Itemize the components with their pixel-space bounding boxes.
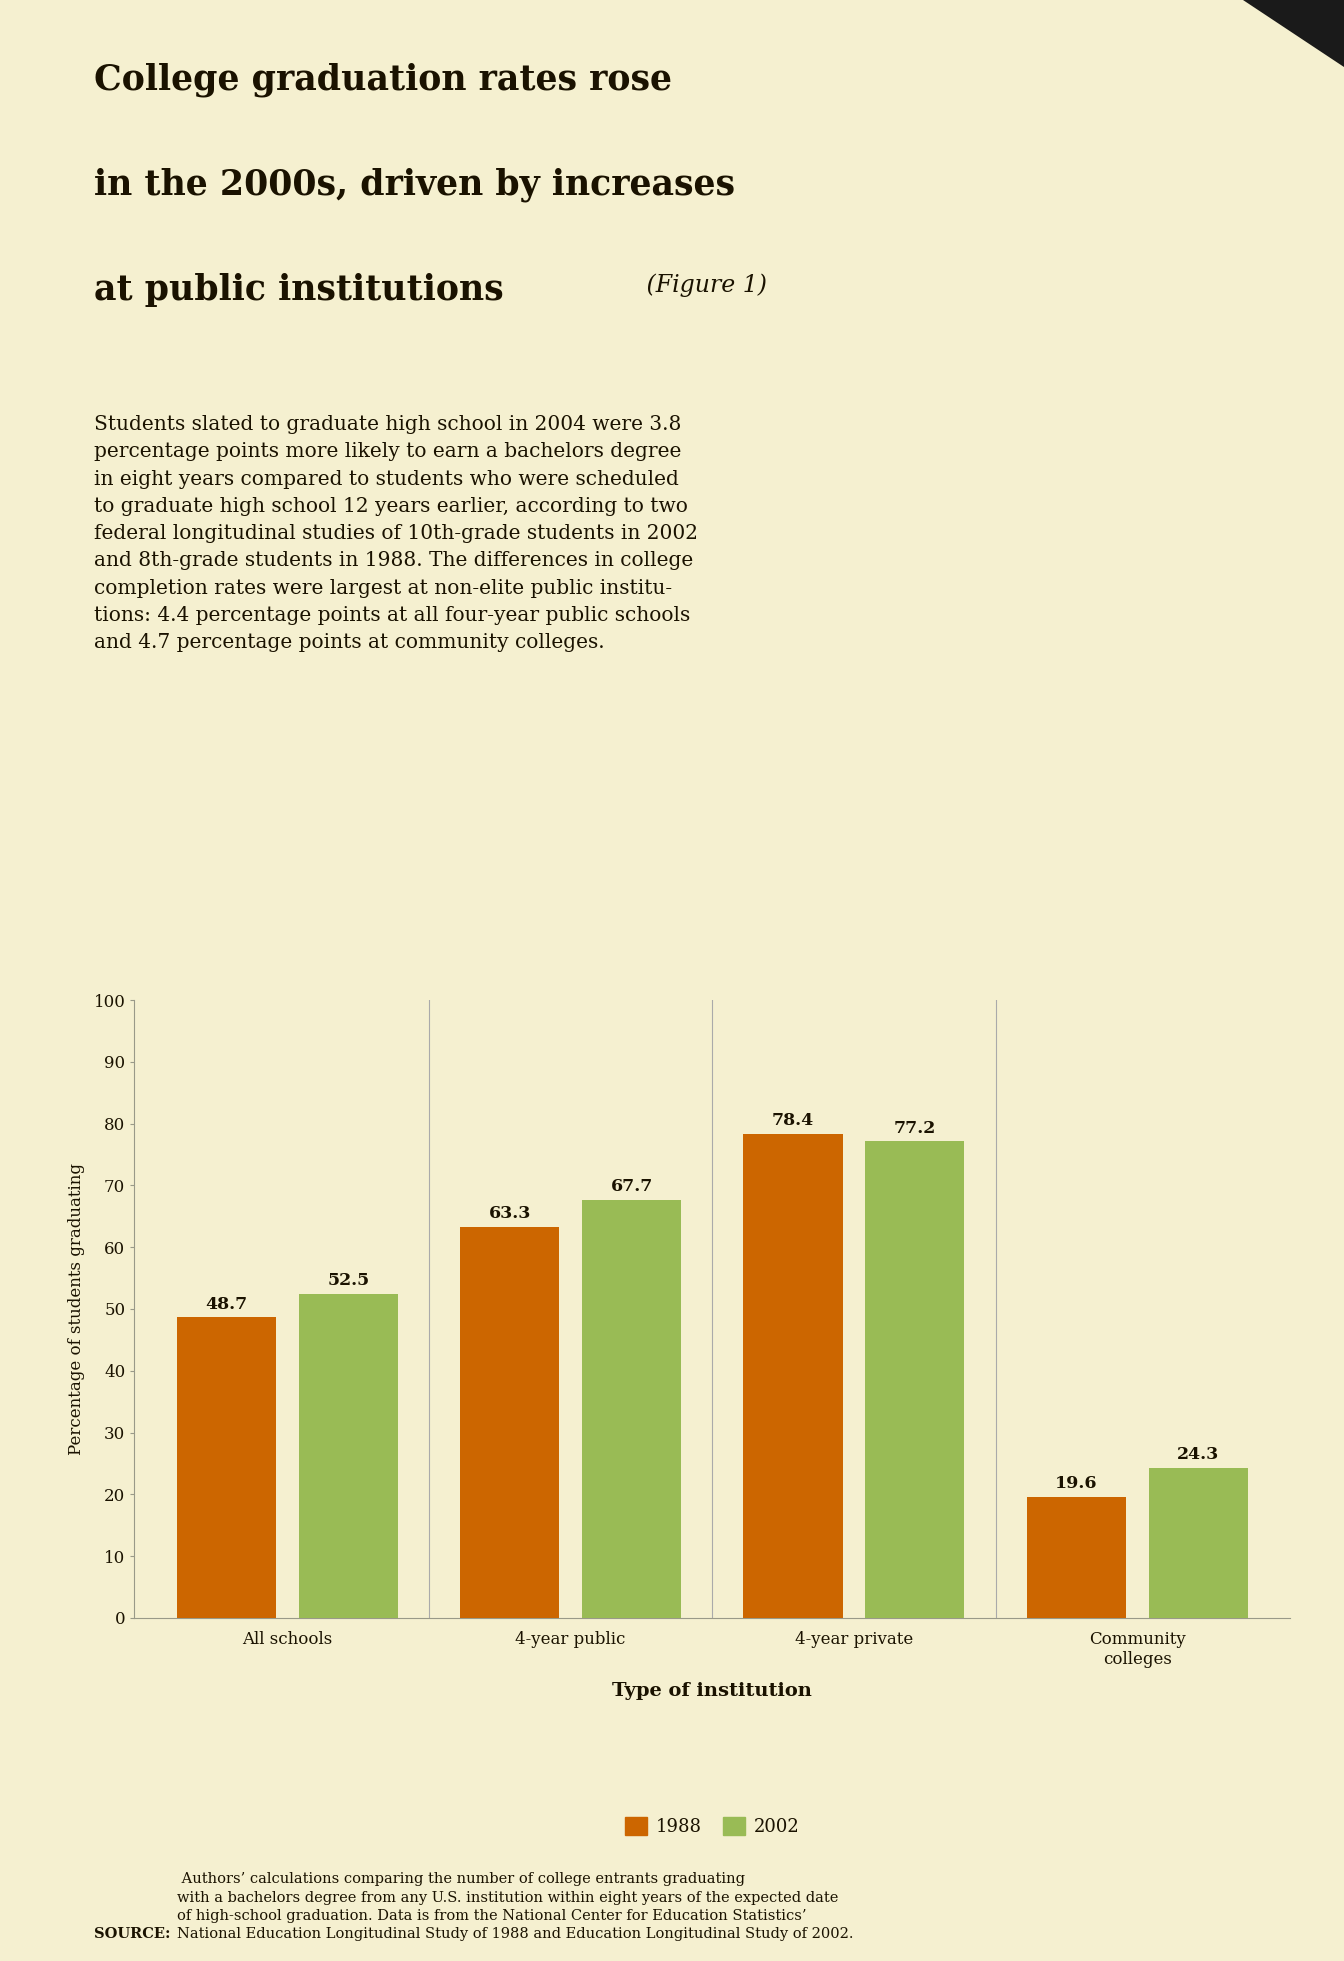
Bar [1149, 1467, 1247, 1618]
Text: at public institutions: at public institutions [94, 273, 504, 308]
Text: 78.4: 78.4 [771, 1112, 814, 1130]
Text: 77.2: 77.2 [894, 1120, 935, 1137]
Bar [743, 1133, 843, 1618]
Text: 19.6: 19.6 [1055, 1475, 1098, 1492]
Bar [866, 1141, 965, 1618]
Text: 67.7: 67.7 [610, 1179, 653, 1196]
Text: College graduation rates rose: College graduation rates rose [94, 63, 672, 96]
Bar [460, 1228, 559, 1618]
Legend: 1988, 2002: 1988, 2002 [618, 1810, 806, 1843]
X-axis label: Type of institution: Type of institution [613, 1681, 812, 1700]
Text: in the 2000s, driven by increases: in the 2000s, driven by increases [94, 169, 735, 202]
Text: Students slated to graduate high school in 2004 were 3.8
percentage points more : Students slated to graduate high school … [94, 416, 698, 653]
Text: SOURCE:: SOURCE: [94, 1928, 171, 1941]
Bar [582, 1200, 681, 1618]
Text: 52.5: 52.5 [327, 1273, 370, 1288]
Text: Authors’ calculations comparing the number of college entrants graduating
with a: Authors’ calculations comparing the numb… [177, 1873, 853, 1941]
Text: (Figure 1): (Figure 1) [638, 273, 766, 296]
Bar [1027, 1496, 1126, 1618]
Text: 24.3: 24.3 [1177, 1447, 1219, 1463]
Bar [298, 1294, 398, 1618]
Text: 48.7: 48.7 [206, 1296, 247, 1312]
Bar [177, 1318, 276, 1618]
Polygon shape [1243, 0, 1344, 67]
Text: 63.3: 63.3 [489, 1206, 531, 1222]
Y-axis label: Percentage of students graduating: Percentage of students graduating [69, 1163, 85, 1455]
